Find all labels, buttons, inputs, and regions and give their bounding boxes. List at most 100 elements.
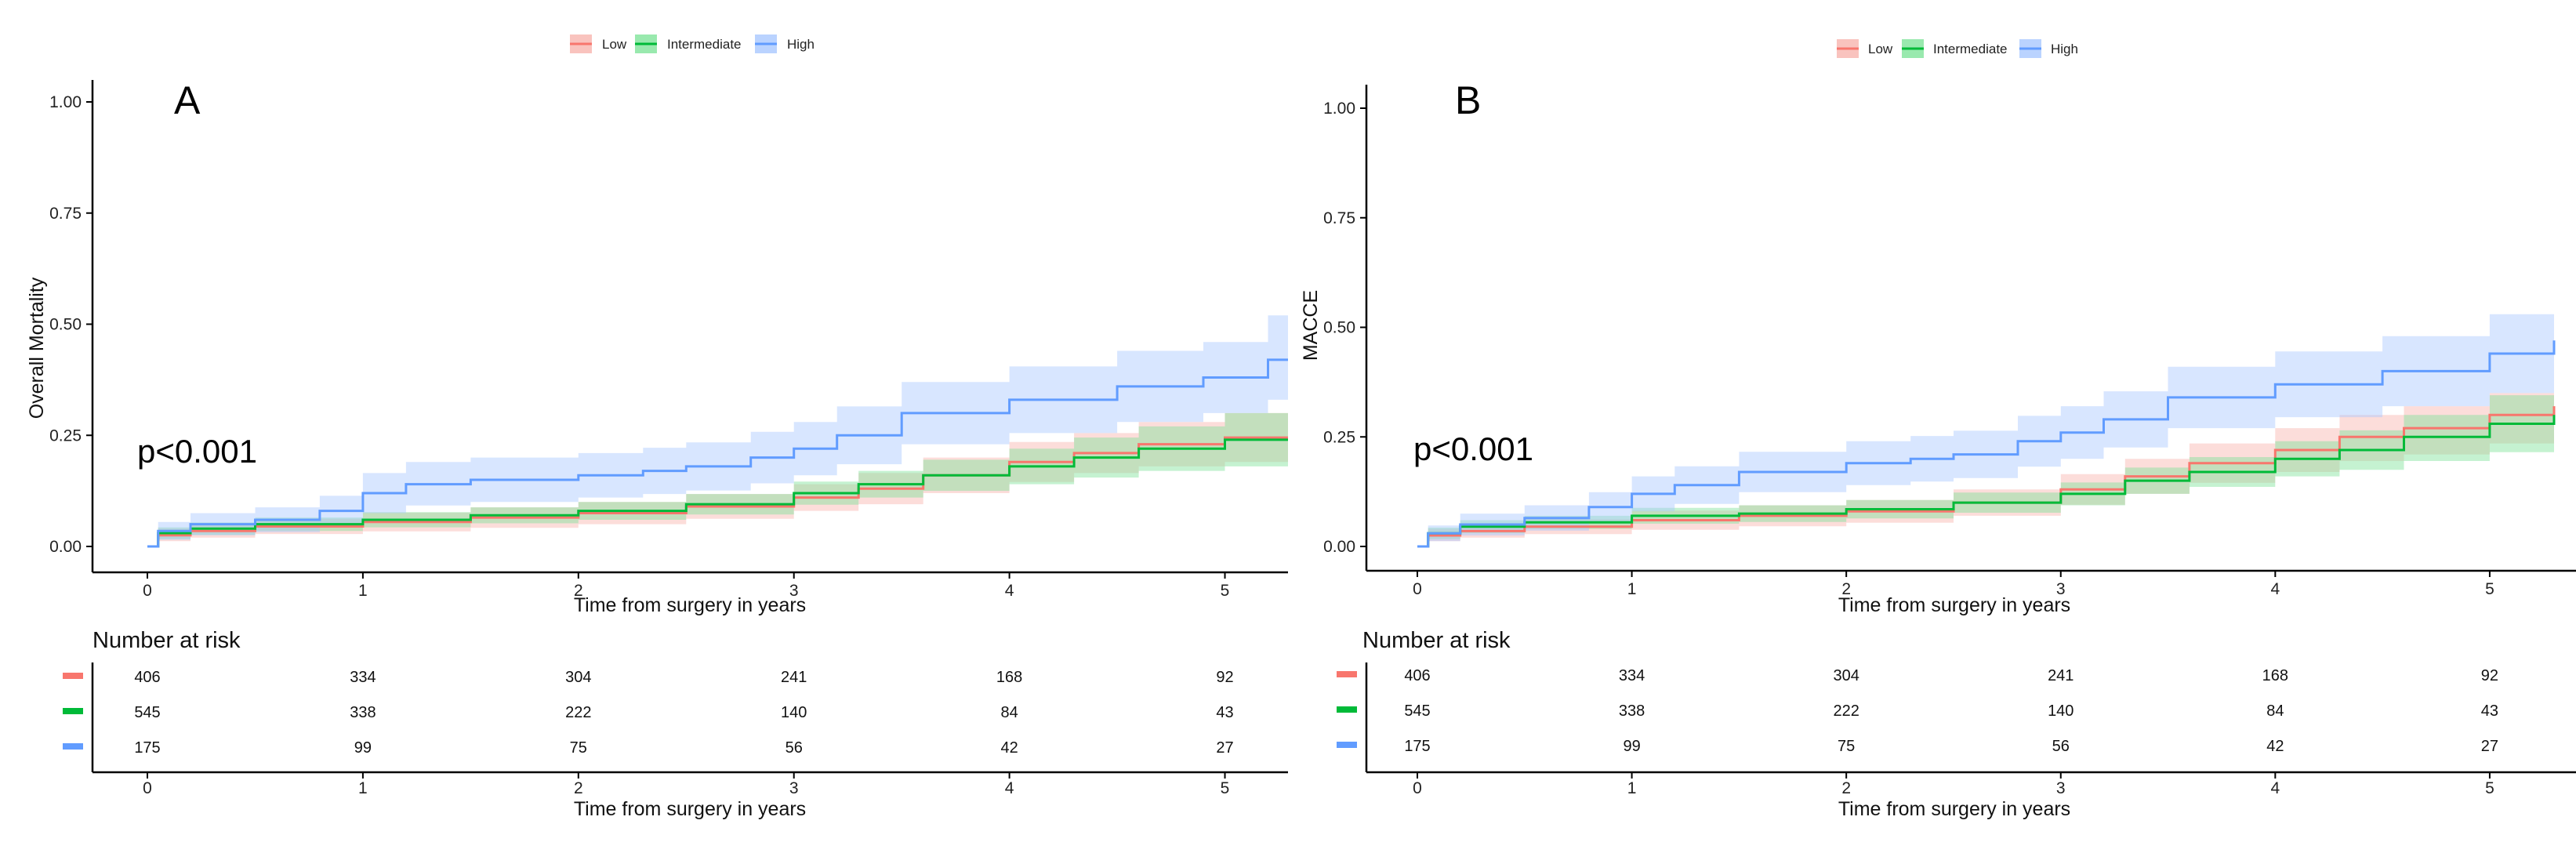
risk-x-tick-label: 2 (574, 779, 583, 797)
y-ticks: 0.00 0.25 0.50 0.75 1.00 (1323, 100, 1366, 556)
x-tick-label: 2 (574, 582, 583, 600)
x-tick-label: 0 (143, 582, 152, 600)
ci-band-low (147, 404, 1290, 546)
x-tick-label: 3 (789, 582, 799, 600)
risk-value: 241 (781, 669, 807, 686)
p-value: p<0.001 (137, 433, 257, 470)
risk-value: 168 (996, 669, 1022, 686)
y-tick-label: 0.00 (49, 538, 82, 556)
risk-table-title: Number at risk (93, 628, 241, 653)
y-tick-label: 0.25 (1323, 428, 1355, 446)
y-tick-label: 0.50 (1323, 319, 1355, 337)
risk-swatch-high (1337, 742, 1357, 748)
risk-swatch-intermediate (1337, 706, 1357, 713)
km-line-intermediate (1417, 415, 2556, 548)
risk-value: 56 (2052, 738, 2070, 755)
legend: Low Intermediate High (1837, 39, 2078, 58)
x-tick-label: 1 (358, 582, 368, 600)
risk-value: 75 (1838, 738, 1855, 755)
risk-value: 545 (134, 704, 160, 721)
risk-value: 42 (2266, 738, 2284, 755)
risk-value: 92 (1216, 669, 1233, 686)
x-tick-label: 4 (2270, 580, 2280, 598)
x-tick-label: 5 (1221, 582, 1230, 600)
risk-value: 175 (1404, 738, 1430, 755)
risk-value: 84 (2266, 702, 2284, 720)
risk-rows: 406 334 304 241 168 92 545 338 222 140 84 43 175 99 75… (1337, 667, 2498, 755)
plot-area (147, 302, 1291, 548)
ci-band-low (1417, 384, 2554, 546)
legend-label-high: High (787, 37, 815, 52)
risk-value: 140 (781, 704, 807, 721)
km-line-intermediate (147, 435, 1291, 548)
risk-value: 99 (1623, 738, 1640, 755)
risk-value: 406 (1404, 667, 1430, 684)
risk-x-ticks: 0 1 2 3 4 5 (1413, 772, 2494, 797)
risk-value: 338 (350, 704, 376, 721)
risk-value: 75 (570, 739, 587, 757)
risk-x-axis-title: Time from surgery in years (574, 798, 806, 820)
y-tick-label: 0.00 (1323, 538, 1355, 556)
risk-table-title: Number at risk (1362, 628, 1511, 653)
risk-swatch-high (63, 743, 83, 750)
risk-swatch-low (63, 673, 83, 679)
x-ticks: 0 1 2 3 4 5 (143, 572, 1229, 600)
chart-b-svg: Low Intermediate High B MACCE 0.000.250.… (1300, 39, 2576, 820)
risk-value: 84 (1000, 704, 1018, 721)
p-value: p<0.001 (1413, 430, 1533, 467)
risk-x-tick-label: 4 (1005, 779, 1014, 797)
risk-x-tick-label: 2 (1841, 779, 1851, 797)
risk-x-tick-label: 1 (1627, 779, 1637, 797)
risk-value: 241 (2048, 667, 2073, 684)
risk-x-axis-title: Time from surgery in years (1838, 798, 2070, 820)
risk-value: 43 (1216, 704, 1233, 721)
km-line-high (147, 350, 1291, 548)
x-tick-label: 2 (1841, 580, 1851, 598)
legend: Low Intermediate High (570, 34, 815, 53)
risk-value: 338 (1619, 702, 1645, 720)
risk-value: 56 (785, 739, 803, 757)
y-tick-label: 0.75 (49, 205, 82, 223)
legend-label-high: High (2051, 42, 2078, 56)
x-tick-label: 1 (1627, 580, 1637, 598)
risk-x-tick-label: 4 (2270, 779, 2280, 797)
risk-value: 222 (1833, 702, 1859, 720)
risk-x-tick-label: 0 (143, 779, 152, 797)
risk-x-tick-label: 0 (1413, 779, 1422, 797)
risk-value: 175 (134, 739, 160, 757)
y-tick-label: 0.75 (1323, 209, 1355, 227)
x-ticks: 0 1 2 3 4 5 (1413, 571, 2494, 598)
risk-rows: 406 334 304 241 168 92 545 338 222 140 84 43 175 99 75… (63, 669, 1234, 757)
risk-value: 92 (2481, 667, 2498, 684)
risk-value: 99 (354, 739, 372, 757)
y-axis-title: MACCE (1300, 290, 1322, 361)
panel-letter: B (1455, 78, 1481, 122)
risk-x-tick-label: 3 (789, 779, 799, 797)
risk-value: 140 (2048, 702, 2073, 720)
risk-value: 406 (134, 669, 160, 686)
risk-value: 27 (2481, 738, 2498, 755)
x-tick-label: 0 (1413, 580, 1422, 598)
plot-area (1417, 292, 2556, 548)
risk-x-tick-label: 3 (2056, 779, 2066, 797)
panel-a: Low Intermediate High A Overall Mortalit… (0, 0, 1291, 849)
x-axis-title: Time from surgery in years (574, 594, 806, 616)
panel-letter: A (174, 78, 201, 122)
risk-swatch-low (1337, 671, 1357, 677)
risk-value: 304 (565, 669, 591, 686)
risk-x-tick-label: 5 (1221, 779, 1230, 797)
y-tick-label: 1.00 (1323, 100, 1355, 118)
risk-value: 43 (2481, 702, 2498, 720)
risk-x-ticks: 0 1 2 3 4 5 (143, 772, 1229, 797)
risk-value: 168 (2262, 667, 2288, 684)
ci-band-intermediate (1417, 384, 2554, 546)
risk-value: 27 (1216, 739, 1233, 757)
risk-x-tick-label: 1 (358, 779, 368, 797)
legend-label-intermediate: Intermediate (1933, 42, 2008, 56)
y-tick-label: 1.00 (49, 93, 82, 111)
x-tick-label: 3 (2056, 580, 2066, 598)
legend-label-low: Low (1868, 42, 1893, 56)
ci-band-high (1417, 292, 2554, 546)
risk-value: 334 (1619, 667, 1645, 684)
